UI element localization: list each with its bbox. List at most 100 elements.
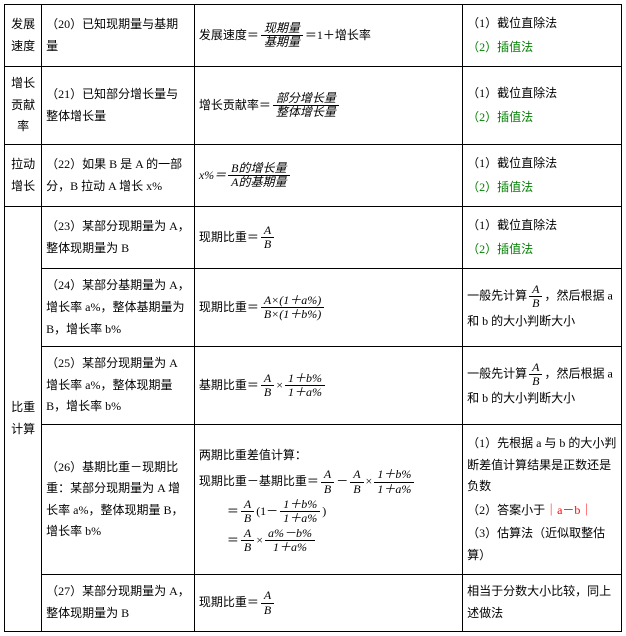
formula-prefix: 现期比重＝ (199, 227, 259, 249)
numerator: 现期量 (261, 22, 303, 36)
fraction: 1＋b%1＋a% (374, 468, 414, 495)
method-item: （3）估算法（近似取整估算） (467, 523, 617, 566)
category-cell: 拉动增长 (5, 144, 42, 206)
denominator: B (321, 483, 334, 496)
formula-cell: 发展速度＝现期量基期量＝1＋增长率 (194, 5, 462, 67)
numerator: 1＋b% (285, 372, 325, 386)
fraction: AB (261, 372, 274, 399)
equals-sign: ＝ (227, 530, 239, 552)
table-row: 拉动增长 （22）如果 B 是 A 的一部分，B 拉动 A 增长 x% x%＝B… (5, 144, 622, 206)
denominator: B (350, 483, 363, 496)
formula-cell: x%＝B的增长量A的基期量 (194, 144, 462, 206)
fraction: 部分增长量整体增长量 (273, 92, 339, 119)
method-item: （1）截位直除法 (467, 13, 617, 35)
method-cell: （1）截位直除法 （2）插值法 (463, 67, 622, 145)
numerator: 部分增长量 (273, 92, 339, 106)
method-cell: 一般先计算AB，然后根据 a 和 b 的大小判断大小 (463, 347, 622, 425)
fraction: AB (321, 468, 334, 495)
formula-line: ＝AB(1－1＋b%1＋a%) (199, 498, 458, 525)
fraction: AB (529, 361, 542, 388)
formula-cell: 现期比重＝AB (194, 207, 462, 269)
numerator: A×(1＋a%) (261, 294, 324, 308)
condition-cell: （24）某部分基期量为 A，增长率 a%，整体基期量为 B，增长率 b% (42, 269, 195, 347)
numerator: A (529, 283, 542, 297)
condition-cell: （21）已知部分增长量与整体增长量 (42, 67, 195, 145)
condition-cell: （25）某部分现期量为 A 增长率 a%，整体现期量 B，增长率 b% (42, 347, 195, 425)
formula-table: 发展速度 （20）已知现期量与基期量 发展速度＝现期量基期量＝1＋增长率 （1）… (4, 4, 622, 632)
formula-title: 两期比重差值计算： (199, 445, 458, 467)
denominator: 整体增长量 (273, 106, 339, 119)
numerator: B的增长量 (228, 162, 289, 176)
numerator: A (261, 589, 274, 603)
method-text: 一般先计算 (467, 289, 527, 303)
numerator: A (350, 468, 363, 482)
abs-expr: ｜a－b｜ (545, 503, 592, 517)
table-row: （24）某部分基期量为 A，增长率 a%，整体基期量为 B，增长率 b% 现期比… (5, 269, 622, 347)
denominator: 1＋a% (265, 541, 315, 554)
method-cell: （1）截位直除法 （2）插值法 (463, 5, 622, 67)
times-sign: × (276, 375, 283, 397)
method-cell: （1）截位直除法 （2）插值法 (463, 144, 622, 206)
fraction: 现期量基期量 (261, 22, 303, 49)
table-row: （25）某部分现期量为 A 增长率 a%，整体现期量 B，增长率 b% 基期比重… (5, 347, 622, 425)
condition-cell: （20）已知现期量与基期量 (42, 5, 195, 67)
method-cell: （1）截位直除法 （2）插值法 (463, 207, 622, 269)
numerator: A (261, 224, 274, 238)
method-text: （2）答案小于 (467, 503, 545, 517)
fraction: AB (350, 468, 363, 495)
numerator: 1＋b% (374, 468, 414, 482)
condition-cell: （22）如果 B 是 A 的一部分，B 拉动 A 增长 x% (42, 144, 195, 206)
formula-prefix: 现期比重－基期比重＝ (199, 471, 319, 493)
method-item: （2）答案小于｜a－b｜ (467, 500, 617, 522)
denominator: A的基期量 (228, 176, 289, 189)
formula-cell: 两期比重差值计算： 现期比重－基期比重＝AB－AB×1＋b%1＋a% ＝AB(1… (194, 424, 462, 575)
table-row: （27）某部分现期量为 A，整体现期量为 B 现期比重＝AB 相当于分数大小比较… (5, 575, 622, 631)
denominator: B (529, 375, 542, 388)
formula-prefix: x%＝ (199, 165, 226, 187)
method-text: 一般先计算 (467, 366, 527, 380)
category-cell: 发展速度 (5, 5, 42, 67)
table-row: （26）基期比重－现期比重：某部分现期量为 A 增长率 a%，整体现期量 B，增… (5, 424, 622, 575)
formula-cell: 现期比重＝A×(1＋a%)B×(1＋b%) (194, 269, 462, 347)
fraction: B的增长量A的基期量 (228, 162, 289, 189)
method-item: （1）截位直除法 (467, 153, 617, 175)
numerator: A (241, 498, 254, 512)
method-item: （2）插值法 (467, 37, 617, 59)
numerator: A (321, 468, 334, 482)
fraction: AB (241, 527, 254, 554)
method-item: （1）先根据 a 与 b 的大小判断差值计算结果是正数还是负数 (467, 433, 617, 498)
times-sign: × (256, 530, 263, 552)
denominator: B (241, 512, 254, 525)
method-item: （2）插值法 (467, 177, 617, 199)
method-item: （2）插值法 (467, 239, 617, 261)
denominator: B (261, 386, 274, 399)
condition-cell: （23）某部分现期量为 A，整体现期量为 B (42, 207, 195, 269)
fraction: AB (261, 589, 274, 616)
denominator: B (261, 238, 274, 251)
denominator: B (241, 541, 254, 554)
denominator: B (529, 297, 542, 310)
fraction: AB (241, 498, 254, 525)
formula-line: ＝AB×a%－b%1＋a% (199, 527, 458, 554)
category-cell: 比重计算 (5, 207, 42, 632)
fraction: AB (529, 283, 542, 310)
formula-cell: 增长贡献率＝部分增长量整体增长量 (194, 67, 462, 145)
fraction: A×(1＋a%)B×(1＋b%) (261, 294, 324, 321)
numerator: 1＋b% (280, 498, 320, 512)
method-cell: 相当于分数大小比较，同上述做法 (463, 575, 622, 631)
times-sign: × (366, 471, 373, 493)
denominator: 1＋a% (374, 483, 414, 496)
equals-sign: ＝ (227, 501, 239, 523)
formula-cell: 现期比重＝AB (194, 575, 462, 631)
formula-prefix: 现期比重＝ (199, 297, 259, 319)
formula-suffix: ＝1＋增长率 (305, 25, 371, 47)
condition-cell: （26）基期比重－现期比重：某部分现期量为 A 增长率 a%，整体现期量 B，增… (42, 424, 195, 575)
numerator: A (261, 372, 274, 386)
formula-line: 现期比重－基期比重＝AB－AB×1＋b%1＋a% (199, 468, 458, 495)
category-cell: 增长贡献率 (5, 67, 42, 145)
denominator: 基期量 (261, 36, 303, 49)
denominator: B×(1＋b%) (261, 308, 324, 321)
denominator: 1＋a% (285, 386, 325, 399)
formula-prefix: 发展速度＝ (199, 25, 259, 47)
formula-prefix: 现期比重＝ (199, 592, 259, 614)
